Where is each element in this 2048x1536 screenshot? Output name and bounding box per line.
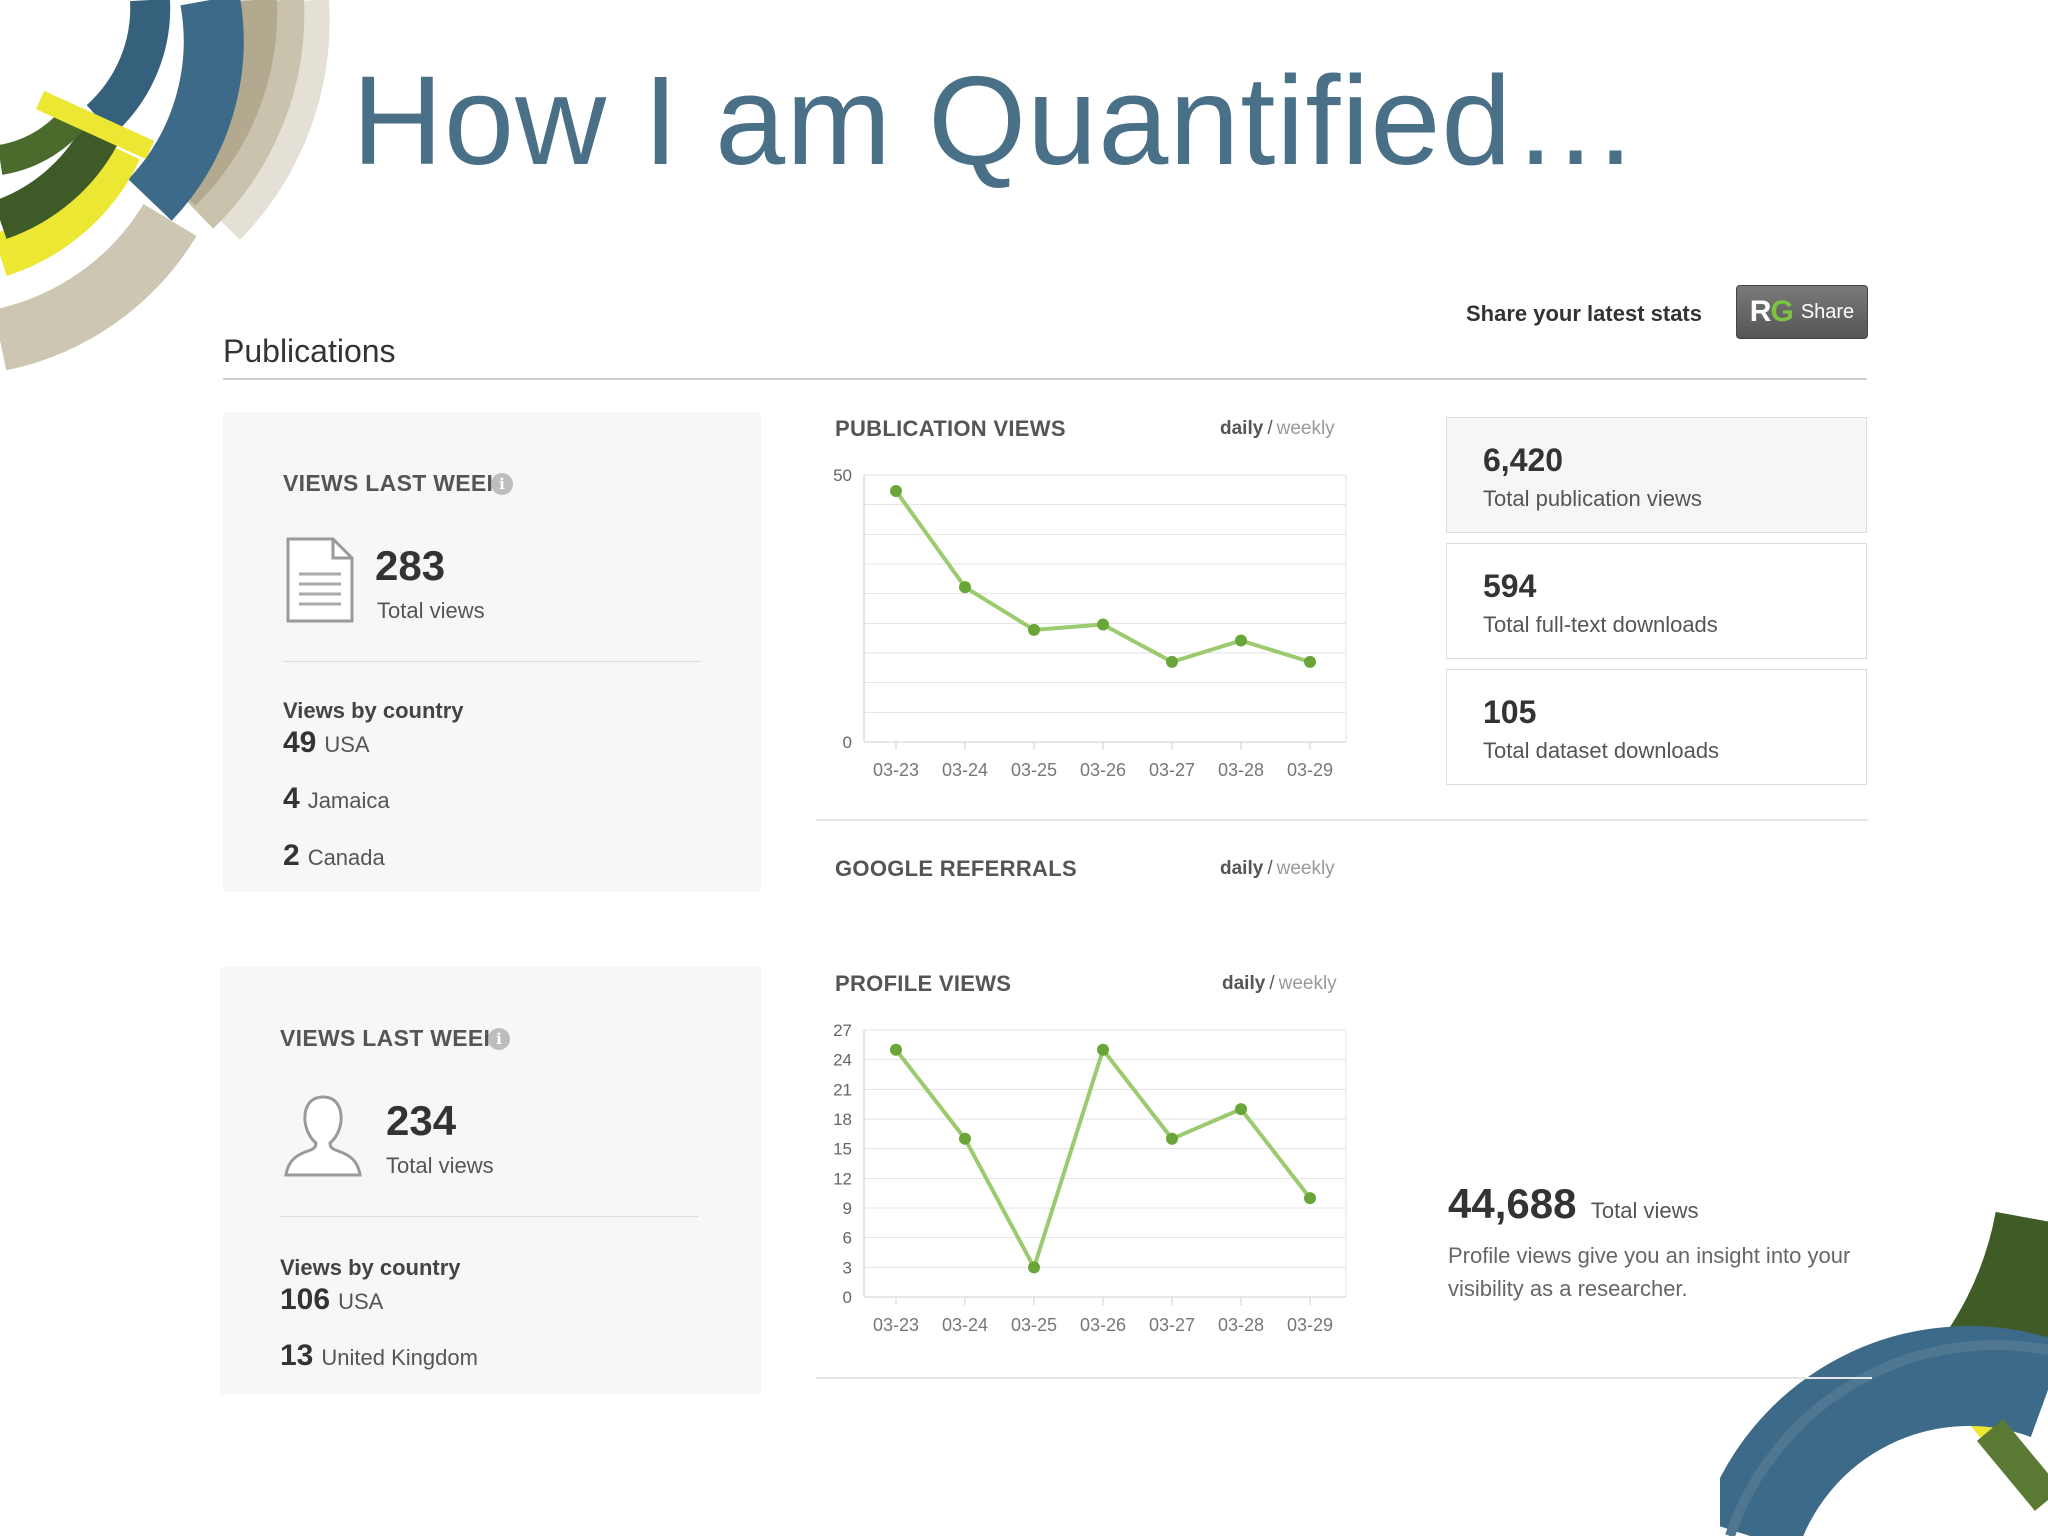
x-tick-label: 03-29 xyxy=(1287,1315,1333,1335)
profile-total-row: 44,688 Total views xyxy=(1448,1180,1699,1228)
data-point xyxy=(1097,1043,1109,1056)
info-icon[interactable]: i xyxy=(488,1028,510,1050)
total-views-label: Total views xyxy=(377,598,485,623)
publication-views-title: PUBLICATION VIEWS xyxy=(835,416,1066,441)
section-title: Publications xyxy=(223,333,396,369)
x-tick-label: 03-23 xyxy=(873,1315,919,1335)
data-point xyxy=(1028,1261,1040,1274)
stat-box-dataset-downloads: 105 Total dataset downloads xyxy=(1446,669,1867,785)
document-icon xyxy=(286,537,354,623)
stat-box-fulltext-downloads: 594 Total full-text downloads xyxy=(1446,543,1867,659)
series-line xyxy=(894,1047,1312,1270)
x-tick-label: 03-29 xyxy=(1287,760,1333,780)
chart-divider xyxy=(816,819,1868,821)
panel-heading: VIEWS LAST WEEK xyxy=(283,470,504,496)
x-tick-label: 03-27 xyxy=(1149,1315,1195,1335)
publication-views-toggle: daily / weekly xyxy=(1220,418,1335,439)
y-tick-label: 50 xyxy=(833,466,852,485)
share-prompt: Share your latest stats xyxy=(1466,301,1702,326)
data-point xyxy=(959,581,971,594)
country-row: 106 USA xyxy=(280,1283,384,1316)
data-point xyxy=(1235,1103,1247,1116)
y-tick-label: 21 xyxy=(833,1080,852,1099)
country-heading: Views by country xyxy=(280,1255,461,1280)
weekly-toggle[interactable]: weekly xyxy=(1276,858,1335,879)
country-row: 4 Jamaica xyxy=(283,782,390,815)
x-tick-label: 03-28 xyxy=(1218,1315,1264,1335)
x-tick-label: 03-24 xyxy=(942,1315,988,1335)
y-tick-label: 18 xyxy=(833,1110,852,1129)
publications-views-panel: VIEWS LAST WEEK i 283 Total views Views … xyxy=(223,412,761,892)
y-tick-label: 0 xyxy=(843,1288,852,1307)
x-tick-label: 03-27 xyxy=(1149,760,1195,780)
series-line xyxy=(894,489,1311,664)
x-tick-label: 03-23 xyxy=(873,760,919,780)
data-point xyxy=(1097,618,1109,631)
country-row: 2 Canada xyxy=(283,839,385,872)
profile-note-line-2: visibility as a researcher. xyxy=(1448,1276,1688,1301)
profile-note-line-1: Profile views give you an insight into y… xyxy=(1448,1243,1851,1268)
x-tick-label: 03-26 xyxy=(1080,760,1126,780)
section-divider xyxy=(223,378,1867,380)
x-tick-label: 03-25 xyxy=(1011,760,1057,780)
daily-toggle[interactable]: daily xyxy=(1220,418,1264,439)
panel-divider xyxy=(280,1216,698,1217)
x-tick-label: 03-24 xyxy=(942,760,988,780)
corner-decoration-bottom-right xyxy=(1720,1211,2048,1536)
total-views-count: 283 xyxy=(375,542,446,589)
daily-toggle[interactable]: daily xyxy=(1220,858,1264,879)
y-tick-label: 6 xyxy=(843,1229,852,1248)
country-heading: Views by country xyxy=(283,698,464,723)
y-tick-label: 24 xyxy=(833,1051,852,1070)
data-point xyxy=(890,485,902,498)
researchgate-logo: RG xyxy=(1749,295,1794,328)
profile-views-chart: 0 3 6 9 12 15 18 21 24 27 03-23 03-24 03-25 03-26 03-2… xyxy=(833,1021,1347,1335)
y-tick-label: 0 xyxy=(843,733,852,752)
x-tick-label: 03-26 xyxy=(1080,1315,1126,1335)
data-point xyxy=(1304,655,1316,668)
data-point xyxy=(959,1132,971,1145)
corner-decoration-top-left xyxy=(0,0,330,371)
profile-total-label: Total views xyxy=(1590,1198,1699,1223)
share-button[interactable]: RG Share xyxy=(1736,285,1868,339)
google-referrals-title: GOOGLE REFERRALS xyxy=(835,856,1077,881)
profile-views-panel: VIEWS LAST WEEK i 234 Total views Views … xyxy=(220,967,761,1394)
data-point xyxy=(1304,1192,1316,1205)
profile-views-title: PROFILE VIEWS xyxy=(835,971,1012,996)
weekly-toggle[interactable]: weekly xyxy=(1276,418,1335,439)
data-point xyxy=(1166,655,1178,668)
chart-divider xyxy=(816,1377,1872,1379)
weekly-toggle[interactable]: weekly xyxy=(1278,973,1337,994)
publication-views-chart: 0 50 03-23 03-24 03-25 03-26 03-27 03-28 03-29 xyxy=(833,466,1347,780)
total-views-count: 234 xyxy=(386,1097,457,1144)
data-point xyxy=(1235,634,1247,647)
daily-toggle[interactable]: daily xyxy=(1222,973,1266,994)
y-tick-label: 15 xyxy=(833,1140,852,1159)
y-tick-label: 27 xyxy=(833,1021,852,1040)
y-tick-label: 12 xyxy=(833,1169,852,1188)
x-tick-label: 03-28 xyxy=(1218,760,1264,780)
total-views-label: Total views xyxy=(386,1153,494,1178)
panel-heading: VIEWS LAST WEEK xyxy=(280,1025,501,1051)
panel-divider xyxy=(283,661,701,662)
country-row: 49 USA xyxy=(283,726,370,759)
data-point xyxy=(1028,623,1040,636)
person-icon xyxy=(284,1095,362,1177)
y-tick-label: 3 xyxy=(843,1258,852,1277)
x-tick-label: 03-25 xyxy=(1011,1315,1057,1335)
profile-total-count: 44,688 xyxy=(1448,1180,1577,1227)
country-row: 13 United Kingdom xyxy=(280,1339,478,1372)
profile-views-toggle: daily / weekly xyxy=(1222,973,1337,994)
data-point xyxy=(890,1043,902,1056)
y-tick-label: 9 xyxy=(843,1199,852,1218)
data-point xyxy=(1166,1132,1178,1145)
stat-box-publication-views: 6,420 Total publication views xyxy=(1446,417,1867,533)
share-button-label: Share xyxy=(1800,300,1855,323)
slide-title: How I am Quantified… xyxy=(352,50,1640,191)
info-icon[interactable]: i xyxy=(491,473,513,495)
google-referrals-toggle: daily / weekly xyxy=(1220,858,1335,879)
